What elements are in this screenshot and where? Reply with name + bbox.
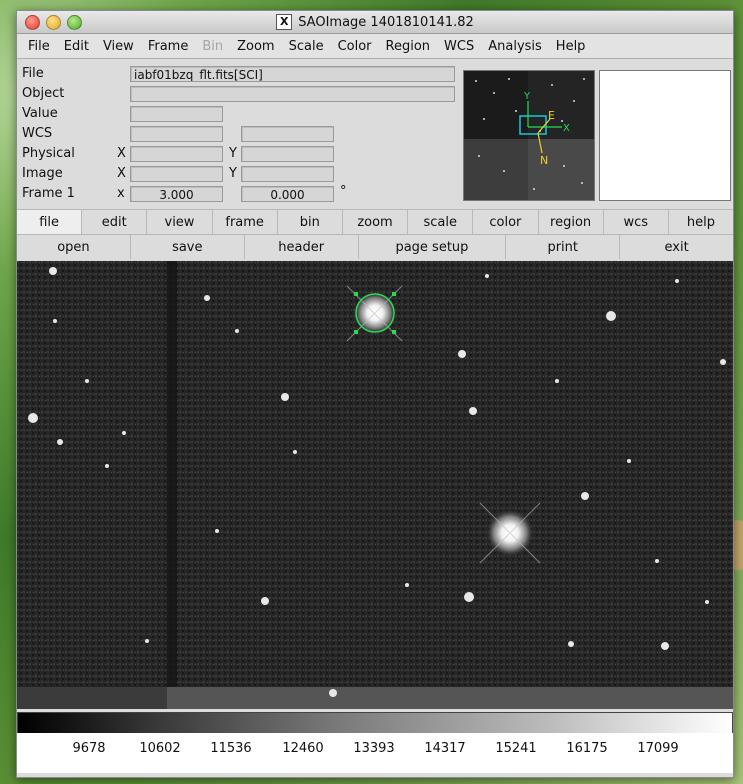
ds9-window: X SAOImage 1401810141.82 File Edit View … (16, 10, 734, 778)
colorbar-tick: 11536 (210, 741, 252, 756)
image-label: Image (22, 166, 63, 181)
menu-analysis[interactable]: Analysis (488, 38, 542, 54)
btn-exit[interactable]: exit (620, 235, 734, 259)
image-y-field (241, 166, 334, 182)
menu-edit[interactable]: Edit (63, 38, 89, 54)
menu-frame[interactable]: Frame (147, 38, 189, 54)
physical-label: Physical (22, 146, 75, 161)
object-label: Object (22, 86, 65, 101)
colorbar-tick: 16175 (566, 741, 608, 756)
menu-color[interactable]: Color (337, 38, 372, 54)
btn-color[interactable]: color (473, 210, 539, 234)
physical-x-field (130, 146, 223, 162)
physical-y-label: Y (229, 146, 237, 161)
btn-open[interactable]: open (17, 235, 131, 259)
frame-y-field: 0.000 (241, 186, 334, 202)
btn-header[interactable]: header (244, 235, 359, 259)
btn-wcs[interactable]: wcs (603, 210, 669, 234)
btn-frame[interactable]: frame (212, 210, 278, 234)
title-bar: X SAOImage 1401810141.82 (17, 11, 733, 34)
colorbar-tick: 9678 (72, 741, 106, 756)
panner-x-axis-label: X (563, 123, 570, 134)
file-field: iabf01bzq_flt.fits[SCI] (130, 66, 455, 82)
button-bar-main: file edit view frame bin zoom scale colo… (17, 209, 734, 234)
physical-x-label: X (117, 146, 126, 161)
colorbar-scale: 9678 10602 11536 12460 13393 14317 15241… (17, 733, 733, 773)
object-field (130, 86, 455, 102)
colorbar-tick: 10602 (139, 741, 181, 756)
image-x-label: X (117, 166, 126, 181)
panner-thumbnail[interactable]: Y X E N (463, 70, 595, 201)
btn-scale[interactable]: scale (408, 210, 474, 234)
fits-image[interactable] (17, 261, 733, 709)
file-label: File (22, 66, 44, 81)
colorbar-tick: 12460 (282, 741, 324, 756)
window-title: X SAOImage 1401810141.82 (276, 14, 474, 30)
colorbar-tick: 14317 (424, 741, 466, 756)
colorbar-tick: 15241 (495, 741, 537, 756)
image-y-label: Y (229, 166, 237, 181)
info-panel: File iabf01bzq_flt.fits[SCI] Object Valu… (17, 58, 733, 208)
btn-view[interactable]: view (147, 210, 213, 234)
region-circle[interactable] (355, 293, 395, 333)
colorbar-tick: 17099 (637, 741, 679, 756)
menu-region[interactable]: Region (385, 38, 431, 54)
wcs-label: WCS (22, 126, 53, 141)
frame-x-field: 3.000 (130, 186, 223, 202)
btn-help[interactable]: help (668, 210, 734, 234)
colorbar-tick: 13393 (353, 741, 395, 756)
menu-bar: File Edit View Frame Bin Zoom Scale Colo… (17, 34, 733, 59)
wcs-field-1 (130, 126, 223, 142)
btn-zoom[interactable]: zoom (342, 210, 409, 234)
menu-scale[interactable]: Scale (288, 38, 324, 54)
frame-x-label: x (117, 186, 125, 201)
panner-n-label: N (540, 154, 548, 167)
btn-print[interactable]: print (506, 235, 621, 259)
frame-label: Frame 1 (22, 186, 75, 201)
window-controls (25, 15, 82, 30)
panner-image: Y X E N (464, 71, 594, 200)
zoom-window-button[interactable] (67, 15, 82, 30)
btn-edit[interactable]: edit (82, 210, 148, 234)
value-field (130, 106, 223, 122)
menu-wcs[interactable]: WCS (444, 38, 475, 54)
close-window-button[interactable] (25, 15, 40, 30)
physical-y-field (241, 146, 334, 162)
colorbar[interactable] (17, 712, 733, 734)
image-display[interactable] (17, 261, 733, 709)
menu-bin: Bin (202, 38, 224, 54)
menu-file[interactable]: File (28, 38, 50, 54)
btn-region[interactable]: region (538, 210, 604, 234)
window-title-text: SAOImage 1401810141.82 (298, 14, 474, 30)
button-bar-sub: open save header page setup print exit (17, 234, 734, 259)
image-x-field (130, 166, 223, 182)
menu-help[interactable]: Help (555, 38, 586, 54)
btn-file[interactable]: file (17, 210, 83, 234)
value-label: Value (22, 106, 58, 121)
panner-view-box[interactable] (519, 115, 547, 135)
btn-page-setup[interactable]: page setup (358, 235, 507, 259)
panner-y-axis-label: Y (523, 91, 531, 102)
minimize-window-button[interactable] (46, 15, 61, 30)
menu-zoom[interactable]: Zoom (237, 38, 275, 54)
menu-view[interactable]: View (102, 38, 134, 54)
panner-e-label: E (548, 109, 555, 122)
degree-symbol: ° (340, 184, 347, 199)
x11-icon: X (276, 14, 293, 30)
btn-bin[interactable]: bin (277, 210, 343, 234)
btn-save[interactable]: save (130, 235, 245, 259)
magnifier-panel (599, 70, 731, 201)
wcs-field-2 (241, 126, 334, 142)
